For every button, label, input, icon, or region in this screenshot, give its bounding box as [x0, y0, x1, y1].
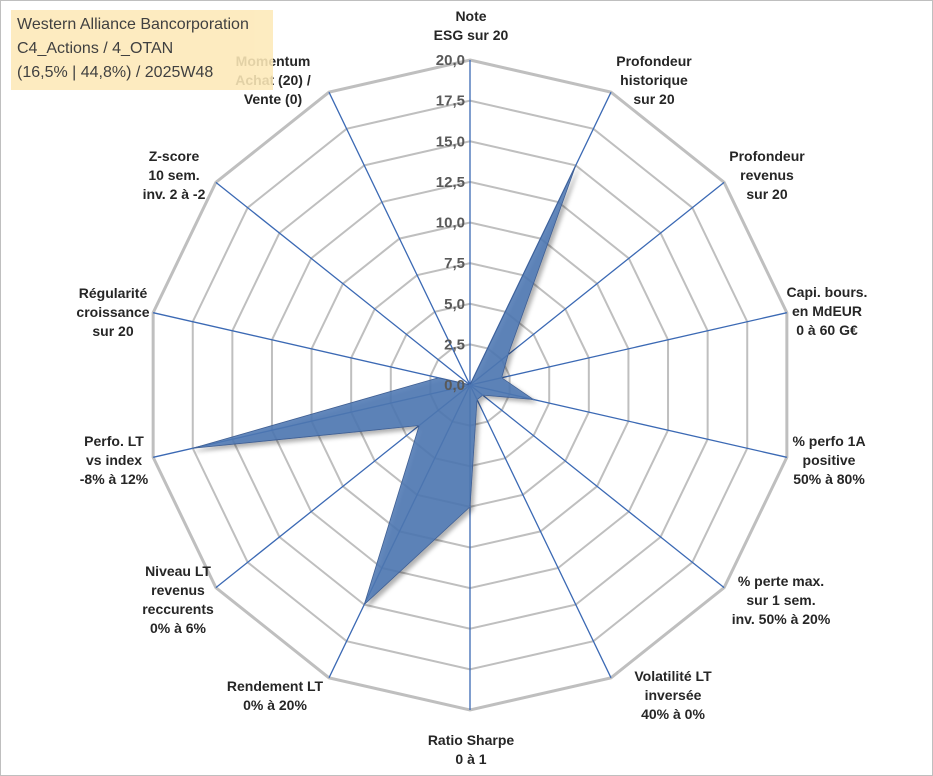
axis-label-10-line-1: vs index	[86, 452, 142, 468]
axis-label-3-line-2: 0 à 60 G€	[796, 322, 858, 338]
axis-label-0-line-0: Note	[455, 8, 486, 24]
axis-label-4-line-0: % perfo 1A	[792, 433, 865, 449]
axis-label-3: Capi. bours. en MdEUR 0 à 60 G€	[787, 284, 868, 338]
axis-label-9-line-2: reccurents	[142, 601, 214, 617]
axis-label-11: Régularité croissance sur 20	[76, 285, 149, 339]
axis-label-10: Perfo. LT vs index -8% à 12%	[80, 433, 149, 487]
data-point-2	[507, 353, 509, 356]
radar-tick-labels: 0,0 2,5 5,0 7,5 10,0 12,5 15,0 17,5 20,0	[436, 52, 465, 394]
axis-label-1-line-0: Profondeur	[616, 53, 692, 69]
axis-spoke-11	[153, 312, 471, 386]
axis-spoke-2	[469, 181, 725, 386]
axis-label-0-line-1: ESG sur 20	[434, 27, 509, 43]
axis-label-5-line-2: inv. 50% à 20%	[732, 611, 831, 627]
data-point-7	[469, 506, 471, 508]
radar-series	[191, 164, 577, 606]
company-name: Western Alliance Bancorporation	[17, 16, 249, 33]
axis-label-6: Volatilité LT inversée 40% à 0%	[634, 668, 712, 722]
axis-label-2-line-0: Profondeur	[729, 148, 805, 164]
tick-label-7: 17,5	[436, 93, 465, 110]
axis-label-3-line-0: Capi. bours.	[787, 284, 868, 300]
axis-label-1: Profondeur historique sur 20	[616, 53, 692, 107]
axis-label-9-line-3: 0% à 6%	[150, 620, 207, 636]
info-box: Western Alliance Bancorporation C4_Actio…	[11, 10, 273, 90]
axis-label-12-line-2: inv. 2 à -2	[143, 186, 206, 202]
data-point-11	[437, 376, 440, 379]
axis-label-7-line-0: Ratio Sharpe	[428, 732, 515, 748]
axis-label-9-line-0: Niveau LT	[145, 563, 211, 579]
axis-label-3-line-1: en MdEUR	[792, 303, 862, 319]
axis-label-6-line-1: inversée	[645, 687, 702, 703]
axis-label-6-line-0: Volatilité LT	[634, 668, 712, 684]
axis-label-5: % perte max. sur 1 sem. inv. 50% à 20%	[732, 573, 831, 627]
axis-label-12: Z-score 10 sem. inv. 2 à -2	[143, 148, 206, 202]
axis-label-12-line-0: Z-score	[149, 148, 200, 164]
data-point-1	[574, 164, 577, 167]
axis-label-7-line-1: 0 à 1	[455, 751, 486, 767]
axis-spoke-12	[215, 181, 471, 386]
axis-label-8-line-0: Rendement LT	[227, 678, 324, 694]
tick-label-4: 10,0	[436, 215, 465, 232]
axis-label-4-line-1: positive	[803, 452, 856, 468]
tick-label-0: 0,0	[444, 377, 465, 394]
axis-label-6-line-2: 40% à 0%	[641, 706, 705, 722]
axis-label-0: Note ESG sur 20	[434, 8, 509, 43]
tick-label-3: 7,5	[444, 255, 465, 272]
axis-spoke-13	[328, 91, 471, 386]
axis-label-1-line-2: sur 20	[633, 91, 674, 107]
radar-axis-labels: Note ESG sur 20 Profondeur historique sur 20…	[76, 8, 867, 767]
axis-label-9: Niveau LT revenus reccurents 0% à 6%	[142, 563, 214, 636]
axis-label-4: % perfo 1A positive 50% à 80%	[792, 433, 865, 487]
series-area	[192, 165, 577, 606]
tick-label-5: 12,5	[436, 174, 465, 191]
axis-label-2-line-2: sur 20	[746, 186, 787, 202]
portfolio-name: C4_Actions / 4_OTAN	[17, 40, 174, 57]
tick-label-2: 5,0	[444, 296, 465, 313]
axis-label-13-line-2: Vente (0)	[244, 91, 302, 107]
axis-label-5-line-1: sur 1 sem.	[746, 592, 815, 608]
axis-spoke-6	[469, 384, 612, 679]
axis-label-10-line-2: -8% à 12%	[80, 471, 149, 487]
axis-label-11-line-1: croissance	[76, 304, 149, 320]
data-point-5	[481, 394, 484, 396]
axis-label-12-line-1: 10 sem.	[148, 167, 199, 183]
data-point-3	[500, 376, 503, 379]
axis-label-10-line-0: Perfo. LT	[84, 433, 144, 449]
data-point-10	[191, 447, 194, 450]
axis-label-5-line-0: % perte max.	[738, 573, 824, 589]
tick-label-1: 2,5	[444, 336, 465, 353]
axis-label-9-line-1: revenus	[151, 582, 205, 598]
axis-label-8-line-1: 0% à 20%	[243, 697, 307, 713]
tick-label-8: 20,0	[436, 52, 465, 69]
axis-label-11-line-0: Régularité	[79, 285, 148, 301]
data-point-9	[418, 424, 420, 427]
axis-label-8: Rendement LT 0% à 20%	[227, 678, 324, 713]
portfolio-stats: (16,5% | 44,8%) / 2025W48	[17, 64, 214, 81]
axis-label-4-line-2: 50% à 80%	[793, 471, 865, 487]
tick-label-6: 15,0	[436, 133, 465, 150]
axis-spoke-3	[469, 312, 787, 386]
axis-label-2: Profondeur revenus sur 20	[729, 148, 805, 202]
data-point-4	[532, 398, 535, 401]
axis-label-11-line-2: sur 20	[92, 323, 133, 339]
axis-label-1-line-1: historique	[620, 72, 688, 88]
data-point-6	[476, 398, 478, 401]
data-point-8	[363, 603, 366, 606]
axis-spoke-5	[469, 384, 725, 589]
data-point-13	[469, 384, 471, 386]
axis-label-7: Ratio Sharpe 0 à 1	[428, 732, 515, 767]
axis-label-2-line-1: revenus	[740, 167, 794, 183]
